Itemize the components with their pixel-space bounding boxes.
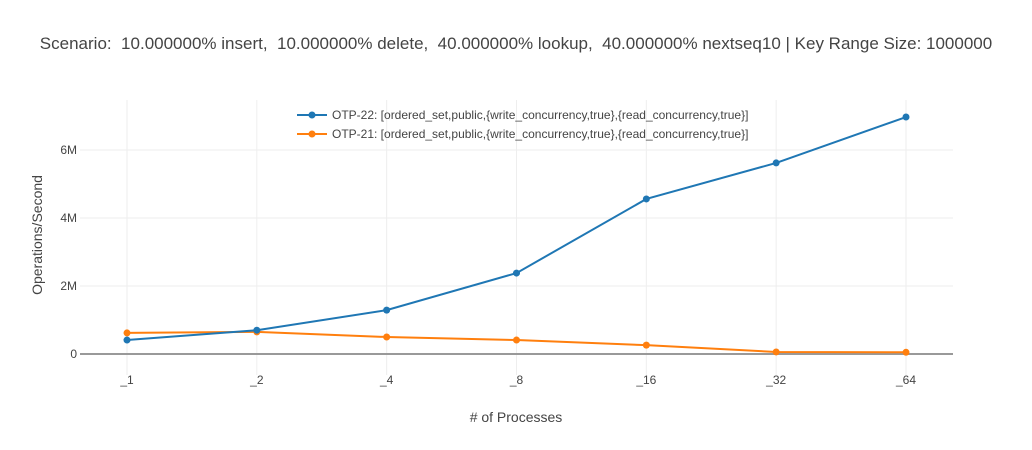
x-axis-ticks: _1 _2 _4 _8 _16 _32 _64 [119,373,916,387]
legend: OTP-22: [ordered_set,public,{write_concu… [297,108,748,141]
chart-title: Scenario: 10.000000% insert, 10.000000% … [39,34,993,53]
gridlines [80,100,953,375]
data-point[interactable] [123,336,131,344]
data-point[interactable] [642,195,650,203]
x-tick-label: _1 [119,373,134,387]
y-tick-label: 0 [70,347,77,361]
data-point[interactable] [383,333,391,341]
x-tick-label: _4 [379,373,394,387]
data-point[interactable] [513,336,520,344]
data-point[interactable] [902,348,910,356]
legend-marker-icon [308,111,316,119]
x-tick-label: _8 [509,373,524,387]
legend-item[interactable]: OTP-21: [ordered_set,public,{write_concu… [297,127,748,141]
x-axis-title: # of Processes [470,409,563,425]
data-point[interactable] [383,306,391,314]
x-tick-label: _16 [635,373,656,387]
y-tick-label: 6M [60,143,77,157]
x-tick-label: _32 [765,373,786,387]
data-point[interactable] [513,269,520,277]
y-tick-label: 4M [60,211,77,225]
y-axis-ticks: 0 2M 4M 6M [60,143,77,361]
series-0 [123,113,910,344]
y-tick-label: 2M [60,279,77,293]
legend-label: OTP-21: [ordered_set,public,{write_concu… [332,127,748,141]
x-tick-label: _64 [895,373,916,387]
data-point[interactable] [253,326,261,334]
data-point[interactable] [642,341,650,349]
data-point[interactable] [123,329,131,337]
data-point[interactable] [772,159,780,167]
legend-label: OTP-22: [ordered_set,public,{write_concu… [332,108,748,122]
legend-marker-icon [308,130,316,138]
y-axis-title: Operations/Second [29,175,45,295]
data-point[interactable] [902,113,910,121]
legend-item[interactable]: OTP-22: [ordered_set,public,{write_concu… [297,108,748,122]
x-tick-label: _2 [249,373,264,387]
data-point[interactable] [772,348,780,356]
series-lines [123,113,910,356]
